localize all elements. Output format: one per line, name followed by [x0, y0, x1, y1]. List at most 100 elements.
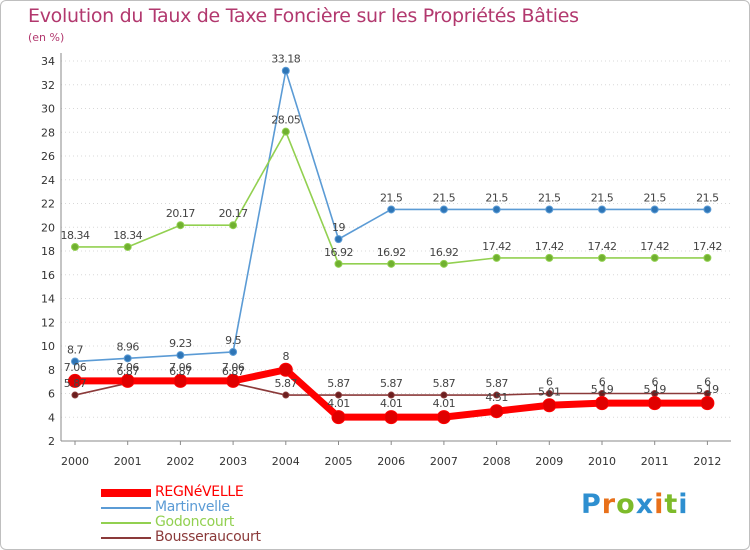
data-label-godoncourt: 17.42: [588, 240, 617, 253]
data-label-godoncourt: 17.42: [693, 240, 722, 253]
data-point-godoncourt: [439, 259, 448, 268]
data-label-regnvelle: 4.51: [485, 391, 508, 404]
data-point-martinvelle: [229, 347, 238, 356]
legend-swatch-bousseraucourt: [101, 536, 151, 539]
data-label-regnvelle: 4.01: [380, 397, 403, 410]
data-point-martinvelle: [598, 205, 606, 214]
data-point-bousseraucourt: [282, 391, 290, 399]
data-label-bousseraucourt: 6.87: [169, 365, 192, 378]
data-label-godoncourt: 16.92: [429, 246, 458, 259]
data-point-godoncourt: [598, 253, 606, 262]
data-label-bousseraucourt: 5.87: [433, 377, 456, 390]
data-point-regnvelle: [173, 373, 188, 388]
data-label-bousseraucourt: 6: [704, 376, 711, 389]
data-point-regnvelle: [436, 410, 451, 425]
data-point-martinvelle: [176, 351, 185, 360]
data-label-godoncourt: 28.05: [271, 114, 300, 127]
legend-item-regnevelle: REGNéVELLE: [101, 485, 261, 500]
x-tick-label: 2002: [166, 455, 194, 468]
logo-letter: i: [654, 489, 665, 520]
x-tick-label: 2000: [61, 455, 89, 468]
data-label-martinvelle: 33.18: [271, 53, 300, 66]
chart-legend: REGNéVELLE Martinvelle Godoncourt Bousse…: [101, 485, 261, 545]
data-point-regnvelle: [68, 373, 82, 388]
legend-label-regnevelle: REGNéVELLE: [155, 484, 244, 500]
data-label-bousseraucourt: 5.87: [275, 377, 298, 390]
data-label-godoncourt: 20.17: [219, 207, 248, 220]
y-tick-label: 16: [41, 269, 55, 282]
data-point-martinvelle: [545, 205, 554, 214]
legend-item-godoncourt: Godoncourt: [101, 515, 261, 530]
data-label-regnvelle: 7.06: [222, 361, 245, 374]
data-point-martinvelle: [123, 354, 132, 363]
data-label-regnvelle: 5.19: [696, 383, 719, 396]
x-tick-label: 2005: [325, 455, 353, 468]
data-point-regnvelle: [384, 410, 399, 425]
data-point-martinvelle: [439, 205, 448, 214]
data-point-bousseraucourt: [440, 391, 448, 399]
data-label-bousseraucourt: 6: [651, 376, 658, 389]
data-point-godoncourt: [650, 253, 659, 262]
data-label-martinvelle: 9.5: [225, 334, 241, 347]
data-point-martinvelle: [334, 235, 343, 244]
data-point-bousseraucourt: [493, 391, 501, 399]
data-label-bousseraucourt: 5.87: [327, 377, 350, 390]
data-label-martinvelle: 21.5: [433, 191, 456, 204]
data-label-regnvelle: 5.19: [643, 383, 666, 396]
data-label-martinvelle: 21.5: [591, 191, 614, 204]
y-tick-label: 34: [41, 55, 55, 68]
y-tick-label: 30: [41, 103, 55, 116]
data-label-bousseraucourt: 6.87: [116, 365, 139, 378]
legend-swatch-godoncourt: [101, 521, 151, 524]
data-point-regnvelle: [489, 404, 504, 419]
x-tick-label: 2012: [693, 455, 721, 468]
x-tick-label: 2001: [114, 455, 142, 468]
data-label-bousseraucourt: 6.87: [222, 365, 245, 378]
y-tick-label: 26: [41, 150, 55, 163]
data-point-regnvelle: [120, 373, 135, 388]
y-tick-label: 28: [41, 126, 55, 139]
logo-letter: r: [601, 489, 617, 520]
y-tick-label: 18: [41, 245, 55, 258]
x-tick-label: 2008: [483, 455, 511, 468]
data-point-godoncourt: [281, 127, 290, 136]
data-point-martinvelle: [71, 357, 79, 366]
x-tick-label: 2010: [588, 455, 616, 468]
x-tick-label: 2009: [535, 455, 563, 468]
legend-label-godoncourt: Godoncourt: [155, 514, 235, 530]
x-tick-label: 2004: [272, 455, 300, 468]
chart-title: Evolution du Taux de Taxe Foncière sur l…: [28, 5, 579, 27]
y-tick-label: 20: [41, 221, 55, 234]
data-point-regnvelle: [647, 396, 662, 411]
data-label-martinvelle: 8.96: [116, 340, 139, 353]
data-point-regnvelle: [542, 398, 557, 413]
unit-label: (en %): [28, 31, 65, 44]
data-label-bousseraucourt: 5.87: [485, 377, 508, 390]
logo-letter: P: [581, 489, 602, 520]
data-point-regnvelle: [700, 396, 715, 411]
x-tick-label: 2006: [377, 455, 405, 468]
data-point-regnvelle: [331, 410, 346, 425]
data-label-regnvelle: 8: [283, 350, 290, 363]
logo-letter: i: [678, 489, 689, 520]
data-label-martinvelle: 8.7: [67, 343, 83, 356]
proxiti-logo: Proxiti: [581, 489, 689, 520]
x-tick-label: 2003: [219, 455, 247, 468]
legend-swatch-martinvelle: [101, 506, 151, 509]
legend-label-bousseraucourt: Bousseraucourt: [155, 529, 261, 545]
data-point-godoncourt: [229, 221, 238, 230]
legend-swatch-regnevelle: [101, 488, 151, 497]
data-point-regnvelle: [226, 373, 241, 388]
legend-label-martinvelle: Martinvelle: [155, 499, 230, 515]
data-point-godoncourt: [492, 253, 501, 262]
x-tick-label: 2011: [641, 455, 669, 468]
data-point-godoncourt: [334, 259, 343, 268]
y-tick-label: 24: [41, 174, 55, 187]
data-label-martinvelle: 9.23: [169, 337, 192, 350]
data-label-martinvelle: 21.5: [380, 191, 403, 204]
data-label-martinvelle: 21.5: [485, 191, 508, 204]
data-label-godoncourt: 17.42: [482, 240, 511, 253]
data-label-regnvelle: 7.06: [169, 361, 192, 374]
